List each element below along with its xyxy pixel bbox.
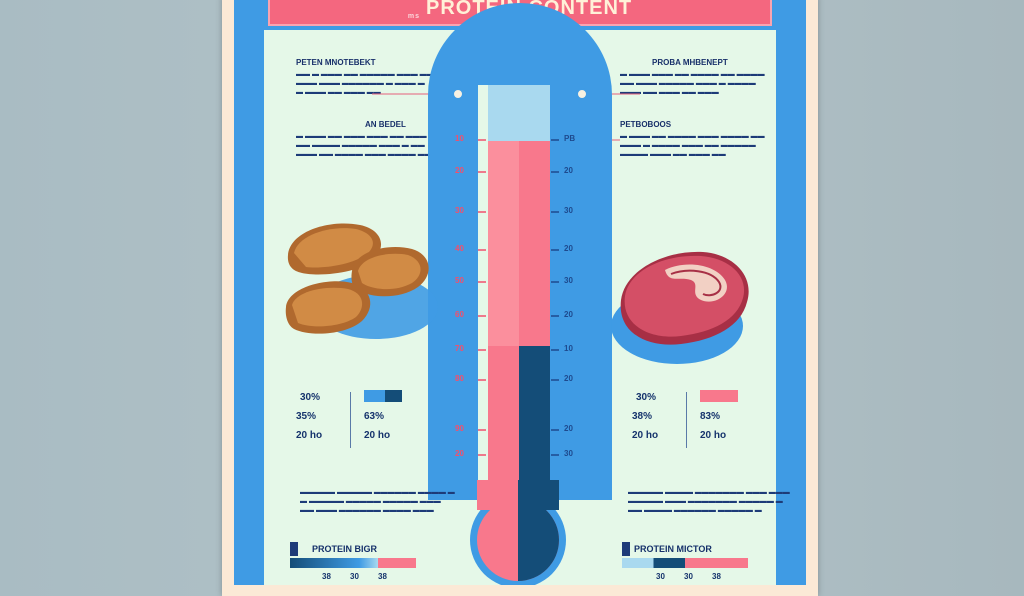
left-heading-top: PETEN MNOTEBEKT: [296, 58, 376, 67]
right-stat-b: 38%: [632, 411, 653, 422]
right-stat-c: 20 ho: [632, 430, 659, 441]
tick-left-3: 30: [455, 206, 464, 215]
left-stat-d: 63%: [364, 411, 385, 422]
left-heading-mid: AN BEDEL: [365, 120, 406, 129]
right-text-block-2: ▬ ▬▬▬ ▬▬ ▬▬▬▬ ▬▬▬ ▬▬▬▬ ▬▬ ▬▬▬ ▬ ▬▬▬▬ ▬▬▬ …: [620, 133, 765, 158]
left-scale-1: 38: [322, 572, 331, 581]
right-marker-dot: [576, 88, 588, 100]
tick-right-4: 20: [564, 244, 573, 253]
tick-left-4: 40: [455, 244, 464, 253]
right-footer-bar: [622, 558, 748, 568]
left-marker-dot: [452, 88, 464, 100]
left-bottom-text: ▬▬▬▬▬ ▬▬▬▬▬ ▬▬▬▬▬▬ ▬▬▬▬ ▬ ▬ ▬▬▬▬▬ ▬▬▬▬▬ ▬…: [300, 489, 455, 514]
tick-right-6: 20: [564, 310, 573, 319]
right-scale-2: 30: [684, 572, 693, 581]
left-text-block-2: ▬ ▬▬▬ ▬▬ ▬▬▬ ▬▬▬ ▬▬ ▬▬▬ ▬▬ ▬▬▬▬ ▬▬▬▬▬ ▬▬▬…: [296, 133, 432, 158]
tick-left-2: 20: [455, 166, 464, 175]
tick-right-1: PB: [564, 134, 576, 143]
right-footer-label: PROTEIN MICTOR: [634, 544, 712, 554]
title-prefix: ms: [407, 13, 420, 20]
left-legend-swatch: [364, 390, 402, 402]
left-stat-a: 30%: [300, 392, 321, 403]
steak-icon: [611, 251, 749, 364]
right-heading-mid: PETBOBOOS: [620, 120, 672, 129]
right-footer-marker: [622, 542, 630, 556]
tick-left-6: 60: [455, 310, 464, 319]
tick-left-8: 80: [455, 374, 464, 383]
tick-right-5: 30: [564, 276, 573, 285]
right-bottom-text: ▬▬▬▬▬ ▬▬▬▬ ▬▬▬▬▬▬▬ ▬▬▬ ▬▬▬ ▬▬▬▬▬ ▬▬▬ ▬▬▬▬…: [628, 489, 790, 514]
tick-right-9: 20: [564, 424, 573, 433]
tick-right-10: 30: [564, 449, 573, 458]
left-stat-b: 35%: [296, 411, 317, 422]
tick-left-10: 20: [455, 449, 464, 458]
right-heading-top: PROBA MHBENEPT: [652, 58, 728, 67]
tick-right-2: 20: [564, 166, 573, 175]
tick-left-7: 70: [455, 344, 464, 353]
right-text-block: ▬ ▬▬▬ ▬▬▬ ▬▬ ▬▬▬▬ ▬▬ ▬▬▬▬ ▬▬ ▬▬▬ ▬▬▬▬▬ ▬▬…: [620, 71, 765, 96]
tick-right-8: 20: [564, 374, 573, 383]
left-footer-marker: [290, 542, 298, 556]
left-footer-label: PROTEIN BIGR: [312, 544, 378, 554]
right-scale-1: 30: [656, 572, 665, 581]
tick-left-9: 90: [455, 424, 464, 433]
left-scale-3: 38: [378, 572, 387, 581]
tick-right-7: 10: [564, 344, 573, 353]
right-stat-divider: [686, 392, 687, 448]
left-stat-divider: [350, 392, 351, 448]
tick-right-3: 30: [564, 206, 573, 215]
tick-left-1: 10: [455, 134, 464, 143]
tick-left-5: 50: [455, 276, 464, 285]
right-scale-3: 38: [712, 572, 721, 581]
right-stat-d: 83%: [700, 411, 721, 422]
left-scale-2: 30: [350, 572, 359, 581]
left-stat-c: 20 ho: [296, 430, 323, 441]
left-footer-bar: [290, 558, 416, 568]
left-stat-e: 20 ho: [364, 430, 391, 441]
right-stat-a: 30%: [636, 392, 657, 403]
thermometer-top-fill: [488, 85, 550, 141]
potato-icon: [285, 223, 438, 339]
left-text-block: ▬▬ ▬ ▬▬▬ ▬▬ ▬▬▬▬▬ ▬▬▬ ▬▬ ▬ ▬▬▬ ▬▬▬ ▬▬▬▬▬▬…: [296, 71, 443, 96]
right-legend-swatch: [700, 390, 738, 402]
right-stat-e: 20 ho: [700, 430, 727, 441]
